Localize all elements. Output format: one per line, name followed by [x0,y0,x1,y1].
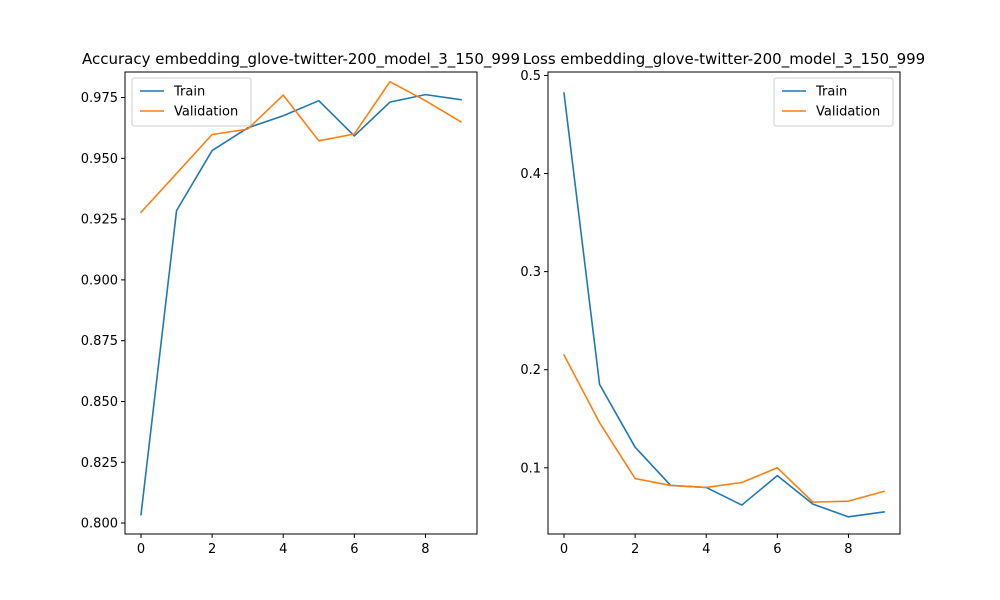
loss-legend-box [773,77,894,127]
accuracy-y-tick-label: 0.875 [81,334,118,349]
loss-x-tick-label: 0 [560,542,568,557]
accuracy-y-tick-label: 0.825 [81,456,118,471]
accuracy-legend-label-train: Train [173,85,205,100]
accuracy-plot: Accuracy embedding_glove-twitter-200_mod… [81,50,520,557]
loss-y-tick-label: 0.4 [520,167,541,182]
accuracy-x-tick-label: 2 [208,542,216,557]
accuracy-y-tick-label: 0.975 [81,91,118,106]
loss-series-validation-line [562,353,885,503]
loss-legend-label-train: Train [815,85,847,100]
loss-y-tick-label: 0.3 [520,265,541,280]
loss-legend-label-validation: Validation [816,105,880,120]
loss-marks: 0 2 4 6 8 0.1 0.2 0.3 0.4 0.5 [520,69,885,557]
accuracy-y-tick-label: 0.800 [81,517,118,532]
loss-y-tick-label: 0.2 [520,363,541,378]
accuracy-legend-box [131,77,252,127]
accuracy-y-tick-label: 0.900 [81,273,118,288]
loss-x-tick-label: 6 [773,542,781,557]
accuracy-chart-title: Accuracy embedding_glove-twitter-200_mod… [82,50,520,69]
accuracy-legend-label-validation: Validation [174,105,238,120]
accuracy-marks: 0 2 4 6 8 0.800 0.825 0.850 0.875 0.900 0.925 0.950… [81,80,463,557]
accuracy-x-tick-label: 0 [137,542,145,557]
accuracy-y-tick-label: 0.850 [81,395,118,410]
loss-axes-frame [547,71,901,535]
loss-chart-title: Loss embedding_glove-twitter-200_model_3… [523,50,925,69]
accuracy-y-tick-label: 0.925 [81,213,118,228]
accuracy-x-tick-label: 6 [350,542,358,557]
loss-x-tick-label: 8 [844,542,852,557]
loss-x-tick-label: 4 [702,542,710,557]
loss-y-tick-label: 0.5 [520,69,541,84]
accuracy-legend: Train Validation [131,77,252,127]
loss-x-tick-label: 2 [631,542,639,557]
accuracy-axes-frame [124,71,478,535]
accuracy-x-tick-label: 8 [421,542,429,557]
accuracy-series-train-line [140,93,462,516]
loss-series-train-line [563,92,885,518]
accuracy-x-tick-label: 4 [279,542,287,557]
loss-legend: Train Validation [773,77,894,127]
accuracy-series-validation-line [139,80,463,214]
loss-y-tick-label: 0.1 [520,461,541,476]
accuracy-y-tick-label: 0.950 [81,152,118,167]
loss-plot: Loss embedding_glove-twitter-200_model_3… [520,50,925,557]
